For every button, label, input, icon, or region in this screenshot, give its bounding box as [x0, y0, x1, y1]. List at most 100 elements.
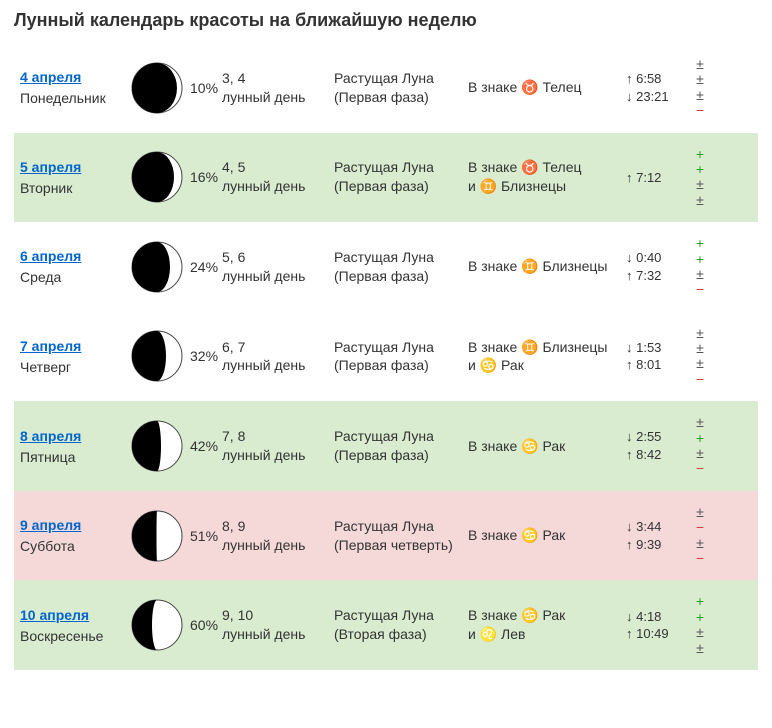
calendar-row: 8 апреля Пятница 42% 7, 8 лунный день Ра… [14, 401, 758, 491]
calendar-row: 6 апреля Среда 24% 5, 6 лунный день Раст… [14, 222, 758, 312]
zodiac-cell: В знаке ♋ Рак [468, 526, 626, 545]
zodiac-cell: В знаке ♊ Близнецы [468, 257, 626, 276]
moon-phase-icon [130, 329, 184, 383]
lunar-day-label: лунный день [222, 356, 334, 375]
phase-cell: Растущая Луна (Первая фаза) [334, 427, 468, 465]
weekday-label: Понедельник [20, 90, 130, 106]
rise-set-cell: ↓ 3:44 ↑ 9:39 [626, 518, 690, 553]
lunar-day-cell: 4, 5 лунный день [222, 158, 334, 196]
time-2: ↑ 7:32 [626, 267, 690, 285]
phase-name: Растущая Луна [334, 248, 468, 267]
lunar-day-label: лунный день [222, 88, 334, 107]
zodiac-line-1: В знаке ♉ Телец [468, 78, 626, 97]
rating-mark: − [690, 551, 710, 566]
rating-mark: ± [690, 57, 710, 72]
rating-mark: − [690, 103, 710, 118]
moon-cell: 60% [130, 598, 222, 652]
date-cell: 6 апреля Среда [20, 248, 130, 285]
date-link[interactable]: 5 апреля [20, 159, 81, 175]
phase-sub: (Первая фаза) [334, 356, 468, 375]
illumination-pct: 10% [190, 80, 218, 96]
date-link[interactable]: 8 апреля [20, 428, 81, 444]
phase-cell: Растущая Луна (Первая фаза) [334, 69, 468, 107]
rise-set-cell: ↓ 0:40 ↑ 7:32 [626, 249, 690, 284]
weekday-label: Воскресенье [20, 628, 130, 644]
rating-mark: ± [690, 356, 710, 371]
weekday-label: Четверг [20, 359, 130, 375]
rating-mark: + [690, 431, 710, 446]
date-link[interactable]: 4 апреля [20, 69, 81, 85]
rating-cell: ++±− [690, 236, 710, 298]
date-link[interactable]: 9 апреля [20, 517, 81, 533]
rating-mark: ± [690, 625, 710, 640]
weekday-label: Вторник [20, 180, 130, 196]
phase-sub: (Первая четверть) [334, 536, 468, 555]
zodiac-line-2: и ♋ Рак [468, 356, 626, 375]
time-1: ↓ 2:55 [626, 428, 690, 446]
moon-cell: 32% [130, 329, 222, 383]
time-2: ↑ 8:42 [626, 446, 690, 464]
rating-cell: ±+±− [690, 415, 710, 477]
date-cell: 7 апреля Четверг [20, 338, 130, 375]
lunar-day-cell: 9, 10 лунный день [222, 606, 334, 644]
rating-mark: ± [690, 505, 710, 520]
rating-mark: − [690, 520, 710, 535]
rise-set-cell: ↓ 1:53 ↑ 8:01 [626, 339, 690, 374]
calendar-row: 7 апреля Четверг 32% 6, 7 лунный день Ра… [14, 312, 758, 402]
date-cell: 4 апреля Понедельник [20, 69, 130, 106]
phase-name: Растущая Луна [334, 158, 468, 177]
moon-cell: 10% [130, 61, 222, 115]
phase-name: Растущая Луна [334, 69, 468, 88]
time-1: ↑ 6:58 [626, 70, 690, 88]
zodiac-cell: В знаке ♉ Телец [468, 78, 626, 97]
phase-sub: (Вторая фаза) [334, 625, 468, 644]
time-1: ↓ 4:18 [626, 608, 690, 626]
calendar-row: 4 апреля Понедельник 10% 3, 4 лунный ден… [14, 43, 758, 133]
rise-set-cell: ↓ 2:55 ↑ 8:42 [626, 428, 690, 463]
rating-mark: ± [690, 177, 710, 192]
date-link[interactable]: 10 апреля [20, 607, 89, 623]
time-1: ↓ 3:44 [626, 518, 690, 536]
lunar-day-cell: 7, 8 лунный день [222, 427, 334, 465]
rating-mark: − [690, 461, 710, 476]
phase-name: Растущая Луна [334, 606, 468, 625]
lunar-day-numbers: 9, 10 [222, 606, 334, 625]
moon-phase-icon [130, 419, 184, 473]
lunar-day-label: лунный день [222, 177, 334, 196]
rating-mark: + [690, 594, 710, 609]
moon-phase-icon [130, 240, 184, 294]
time-1: ↓ 0:40 [626, 249, 690, 267]
rating-cell: ±±±− [690, 57, 710, 119]
date-link[interactable]: 7 апреля [20, 338, 81, 354]
phase-sub: (Первая фаза) [334, 88, 468, 107]
zodiac-line-1: В знаке ♊ Близнецы [468, 338, 626, 357]
moon-cell: 16% [130, 150, 222, 204]
date-link[interactable]: 6 апреля [20, 248, 81, 264]
rating-cell: ±−±− [690, 505, 710, 567]
phase-sub: (Первая фаза) [334, 177, 468, 196]
lunar-day-label: лунный день [222, 625, 334, 644]
lunar-day-label: лунный день [222, 536, 334, 555]
rating-mark: + [690, 610, 710, 625]
date-cell: 5 апреля Вторник [20, 159, 130, 196]
rating-mark: + [690, 162, 710, 177]
zodiac-cell: В знаке ♊ Близнецы и ♋ Рак [468, 338, 626, 376]
illumination-pct: 16% [190, 169, 218, 185]
lunar-day-numbers: 7, 8 [222, 427, 334, 446]
illumination-pct: 24% [190, 259, 218, 275]
weekday-label: Пятница [20, 449, 130, 465]
time-2: ↑ 10:49 [626, 625, 690, 643]
rating-mark: ± [690, 88, 710, 103]
lunar-day-cell: 8, 9 лунный день [222, 517, 334, 555]
rating-mark: ± [690, 326, 710, 341]
illumination-pct: 51% [190, 528, 218, 544]
lunar-day-numbers: 3, 4 [222, 69, 334, 88]
lunar-day-numbers: 6, 7 [222, 338, 334, 357]
zodiac-line-1: В знаке ♋ Рак [468, 526, 626, 545]
phase-name: Растущая Луна [334, 517, 468, 536]
lunar-day-numbers: 4, 5 [222, 158, 334, 177]
phase-cell: Растущая Луна (Вторая фаза) [334, 606, 468, 644]
time-2: ↑ 9:39 [626, 536, 690, 554]
rating-mark: − [690, 372, 710, 387]
lunar-day-cell: 6, 7 лунный день [222, 338, 334, 376]
